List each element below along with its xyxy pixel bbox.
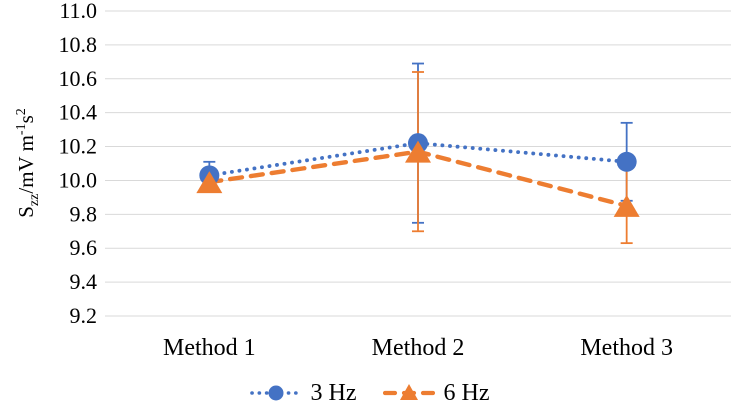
data-point-triangle [405, 140, 431, 163]
data-point-triangle [196, 171, 223, 194]
data-point-triangle [613, 194, 640, 217]
x-axis-label: Method 2 [372, 335, 465, 361]
legend-label-3hz: 3 Hz [310, 379, 357, 406]
y-tick-label: 10.2 [59, 134, 98, 159]
y-axis-title-base: S [14, 206, 38, 218]
y-tick-label: 9.8 [70, 201, 98, 226]
x-axis-label: Method 1 [163, 335, 256, 361]
y-axis-title-sup2: 2 [14, 108, 29, 116]
y-tick-label: 10.6 [59, 66, 98, 91]
y-tick-label: 10.0 [59, 167, 98, 192]
y-tick-label: 9.4 [70, 269, 98, 294]
y-axis-title-sup1: -1 [14, 123, 29, 136]
y-tick-label: 11.0 [59, 0, 97, 23]
legend-label-6hz: 6 Hz [443, 379, 490, 406]
y-axis-title: Szz/mV m-1s2 [9, 77, 42, 249]
x-axis-label: Method 3 [580, 335, 673, 361]
y-axis-title-unit: s [14, 115, 38, 124]
y-tick-label: 10.4 [59, 100, 98, 125]
legend-swatch-dotted-circle-icon [249, 385, 302, 401]
legend-item-3hz: 3 Hz [249, 379, 357, 407]
legend-swatch-dashed-triangle-icon [382, 384, 435, 400]
y-tick-label: 9.2 [70, 303, 98, 328]
y-axis-title-sub: zz [27, 193, 43, 207]
legend: 3 Hz 6 Hz [0, 374, 739, 412]
legend-item-6hz: 6 Hz [382, 379, 490, 407]
data-point-circle [616, 151, 637, 172]
y-tick-label: 9.6 [70, 235, 98, 260]
y-tick-label: 10.8 [59, 32, 98, 57]
y-axis-title-mid: /mV m [14, 135, 38, 194]
